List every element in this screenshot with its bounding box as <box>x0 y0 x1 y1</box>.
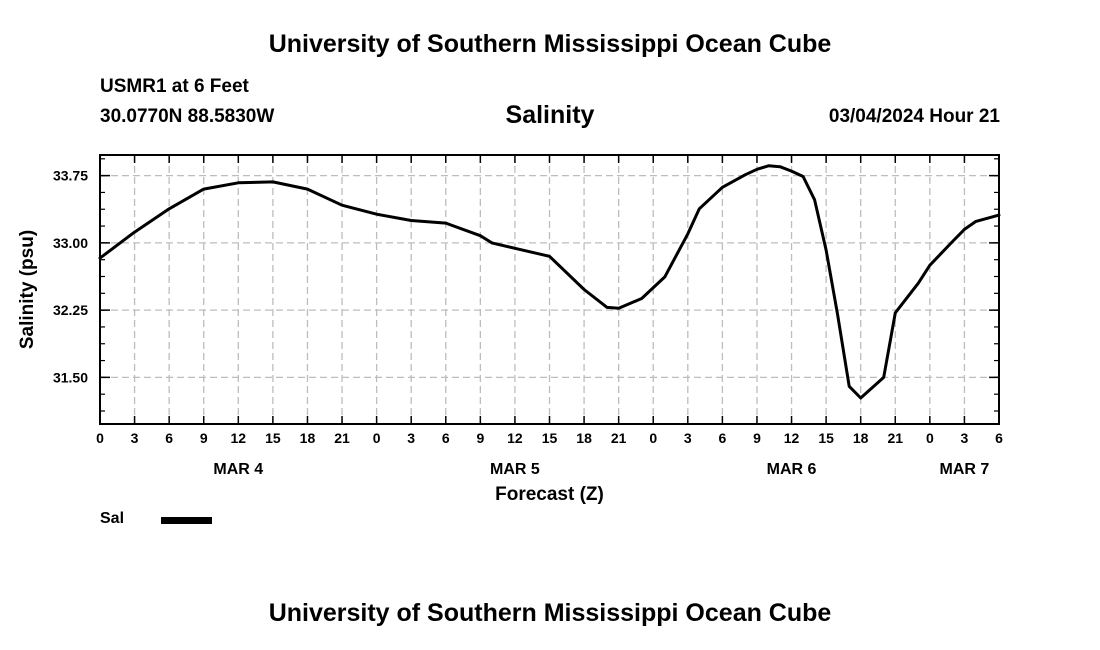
x-axis-label: Forecast (Z) <box>495 484 604 505</box>
x-tick-label: 3 <box>961 430 969 446</box>
x-tick-label: 12 <box>507 430 523 446</box>
x-tick-label: 15 <box>542 430 558 446</box>
x-day-label: MAR 5 <box>490 461 540 478</box>
x-tick-label: 3 <box>684 430 692 446</box>
x-tick-label: 0 <box>373 430 381 446</box>
y-tick-label: 33.75 <box>53 168 88 184</box>
x-tick-label: 3 <box>131 430 139 446</box>
x-tick-label: 0 <box>649 430 657 446</box>
x-tick-label: 9 <box>476 430 484 446</box>
legend-label: Sal <box>100 510 125 527</box>
header-title: University of Southern Mississippi Ocean… <box>268 30 832 58</box>
x-day-label: MAR 4 <box>213 461 263 478</box>
x-tick-label: 12 <box>784 430 800 446</box>
x-tick-label: 21 <box>887 430 903 446</box>
footer-title: University of Southern Mississippi Ocean… <box>268 599 832 627</box>
labels-layer: 0 3 6 9 12 15 18 21 0 3 6 9 12 15 18 21 0 3 6 9 12 15 18 21 0 3 6M… <box>53 168 1003 478</box>
x-tick-label: 6 <box>165 430 173 446</box>
x-tick-label: 18 <box>853 430 869 446</box>
x-tick-label: 9 <box>753 430 761 446</box>
x-tick-label: 18 <box>300 430 316 446</box>
y-tick-label: 31.50 <box>53 369 88 385</box>
x-tick-label: 12 <box>231 430 247 446</box>
x-tick-label: 6 <box>442 430 450 446</box>
x-tick-label: 15 <box>265 430 281 446</box>
y-axis-label: Salinity (psu) <box>17 230 38 349</box>
x-tick-label: 21 <box>334 430 350 446</box>
x-tick-label: 0 <box>926 430 934 446</box>
legend-swatch <box>161 517 212 524</box>
station-label: USMR1 at 6 Feet <box>100 76 249 97</box>
x-tick-label: 3 <box>407 430 415 446</box>
x-tick-label: 21 <box>611 430 627 446</box>
series-layer <box>98 164 1001 400</box>
x-day-label: MAR 6 <box>767 461 817 478</box>
x-tick-label: 9 <box>200 430 208 446</box>
x-tick-label: 6 <box>995 430 1003 446</box>
y-tick-label: 33.00 <box>53 235 88 251</box>
x-tick-label: 0 <box>96 430 104 446</box>
x-tick-label: 6 <box>718 430 726 446</box>
chart-title: Salinity <box>505 101 595 129</box>
forecast-datetime: 03/04/2024 Hour 21 <box>828 106 1000 127</box>
x-tick-label: 15 <box>818 430 834 446</box>
y-tick-label: 32.25 <box>53 302 88 318</box>
grid-layer <box>100 155 999 424</box>
series-line-sal <box>98 164 1001 400</box>
station-coordinates: 30.0770N 88.5830W <box>100 106 275 127</box>
x-day-label: MAR 7 <box>940 461 990 478</box>
plot-frame <box>99 154 1000 425</box>
x-tick-label: 18 <box>576 430 592 446</box>
